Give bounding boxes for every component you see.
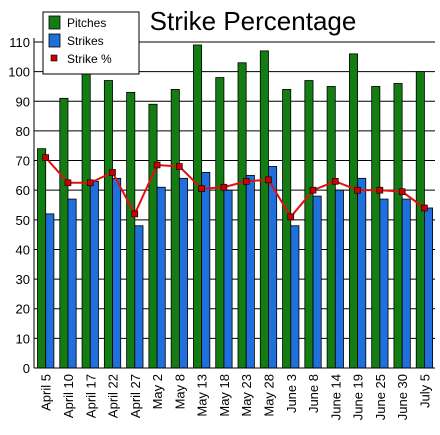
strike-percent-point <box>220 183 228 191</box>
x-tick-label: June 19 <box>351 374 366 420</box>
legend: Pitches Strikes Strike % <box>42 11 140 75</box>
x-tick-label: July 5 <box>417 374 432 408</box>
strike-percent-point <box>198 185 205 192</box>
y-tick-label: 100 <box>8 65 30 80</box>
x-tick-label: April 22 <box>106 374 121 418</box>
strike-percent-point <box>354 186 361 194</box>
strike-percent-point <box>265 176 272 184</box>
y-tick-label: 30 <box>16 272 30 287</box>
strikes-bar <box>89 180 99 369</box>
y-tick-label: 90 <box>16 94 30 109</box>
y-tick-label: 50 <box>16 213 30 228</box>
pitches-bar <box>170 89 180 369</box>
strikes-bar <box>223 189 233 369</box>
x-tick-label: April 5 <box>39 374 54 411</box>
x-tick-label: May 18 <box>217 374 232 417</box>
x-tick-label: April 27 <box>128 374 143 418</box>
x-tick-label: May 2 <box>150 374 165 409</box>
strike-percent-polyline <box>44 156 426 219</box>
pitches-bar <box>37 148 47 369</box>
strike-percent-point <box>86 179 94 187</box>
x-tick-label: May 13 <box>195 374 210 417</box>
strikes-bar <box>424 207 434 369</box>
legend-label: Pitches <box>67 16 106 30</box>
strike-percent-point <box>242 177 250 185</box>
x-tick-label: June 30 <box>395 374 410 420</box>
pitches-bar <box>326 86 336 369</box>
pitches-bar <box>126 91 136 369</box>
pitches-bar <box>237 62 247 369</box>
pitches-bar <box>215 77 225 369</box>
strike-percent-point <box>287 213 295 221</box>
axes: 0 10 20 30 40 50 60 70 80 90 100 110 April 5 April 10… <box>8 35 435 420</box>
strike-percent-point <box>398 188 406 195</box>
strike-percent-line <box>42 154 428 221</box>
strike-percent-point <box>421 204 428 212</box>
legend-label: Strike % <box>67 52 112 66</box>
legend-label: Strikes <box>67 34 104 48</box>
bars <box>37 44 434 369</box>
x-tick-label: June 25 <box>373 374 388 420</box>
x-tick-label: June 8 <box>306 374 321 413</box>
strike-percent-point <box>376 186 384 194</box>
pitches-bar <box>371 86 381 369</box>
strike-percent-point <box>153 161 161 169</box>
strike-percent-point <box>42 154 50 161</box>
pitches-bar <box>415 71 425 369</box>
strikes-bar <box>134 225 144 369</box>
x-tick-label: April 17 <box>83 374 98 418</box>
pitches-bar <box>148 103 158 369</box>
pitches-bar <box>282 89 292 369</box>
strikes-bar <box>245 174 255 369</box>
pitches-bar <box>304 80 314 369</box>
strikes-bar <box>178 177 188 369</box>
x-tick-label: April 10 <box>61 374 76 418</box>
strikes-bar <box>201 171 211 369</box>
strike-percent-point <box>332 177 339 185</box>
strikes-bar <box>379 198 389 369</box>
strikes-bar <box>334 189 344 369</box>
x-tick-label: May 28 <box>261 374 276 417</box>
strike-percent-point <box>109 169 116 176</box>
strikes-bar <box>312 195 322 369</box>
strikes-bar <box>156 186 166 369</box>
legend-swatch-strike-percent <box>50 54 58 62</box>
y-tick-label: 20 <box>16 302 30 317</box>
x-tick-label: June 3 <box>284 374 299 413</box>
y-tick-label: 10 <box>16 331 30 346</box>
strikes-bar <box>112 177 122 369</box>
strike-percent-point <box>131 210 139 218</box>
pitches-bar <box>348 53 358 369</box>
pitches-bar <box>81 68 91 369</box>
y-tick-label: 110 <box>9 35 30 50</box>
strikes-bar <box>357 177 367 369</box>
strikes-bar <box>45 213 55 369</box>
pitches-bar <box>59 97 69 369</box>
strike-percent-point <box>309 186 317 194</box>
strikes-bar <box>290 225 300 369</box>
y-tick-label: 70 <box>16 154 30 169</box>
y-tick-label: 40 <box>16 242 30 257</box>
pitches-bar <box>259 50 269 369</box>
strikes-bar <box>67 198 77 369</box>
y-tick-label: 0 <box>23 361 30 376</box>
strikes-bar <box>268 166 278 369</box>
x-tick-label: June 14 <box>328 374 343 420</box>
strikes-bar <box>401 198 411 369</box>
pitches-bar <box>103 80 113 369</box>
legend-swatch-strikes <box>48 33 61 48</box>
pitches-bar <box>193 44 203 369</box>
legend-swatch-pitches <box>48 15 61 30</box>
chart-title: Strike Percentage <box>150 6 357 36</box>
x-tick-label: May 23 <box>239 374 254 417</box>
strike-percent-point <box>64 179 72 187</box>
strike-percent-point <box>176 163 183 170</box>
pitches-bar <box>393 83 403 369</box>
y-tick-label: 60 <box>16 183 30 198</box>
x-tick-label: May 8 <box>172 374 187 409</box>
y-tick-label: 80 <box>16 124 30 139</box>
